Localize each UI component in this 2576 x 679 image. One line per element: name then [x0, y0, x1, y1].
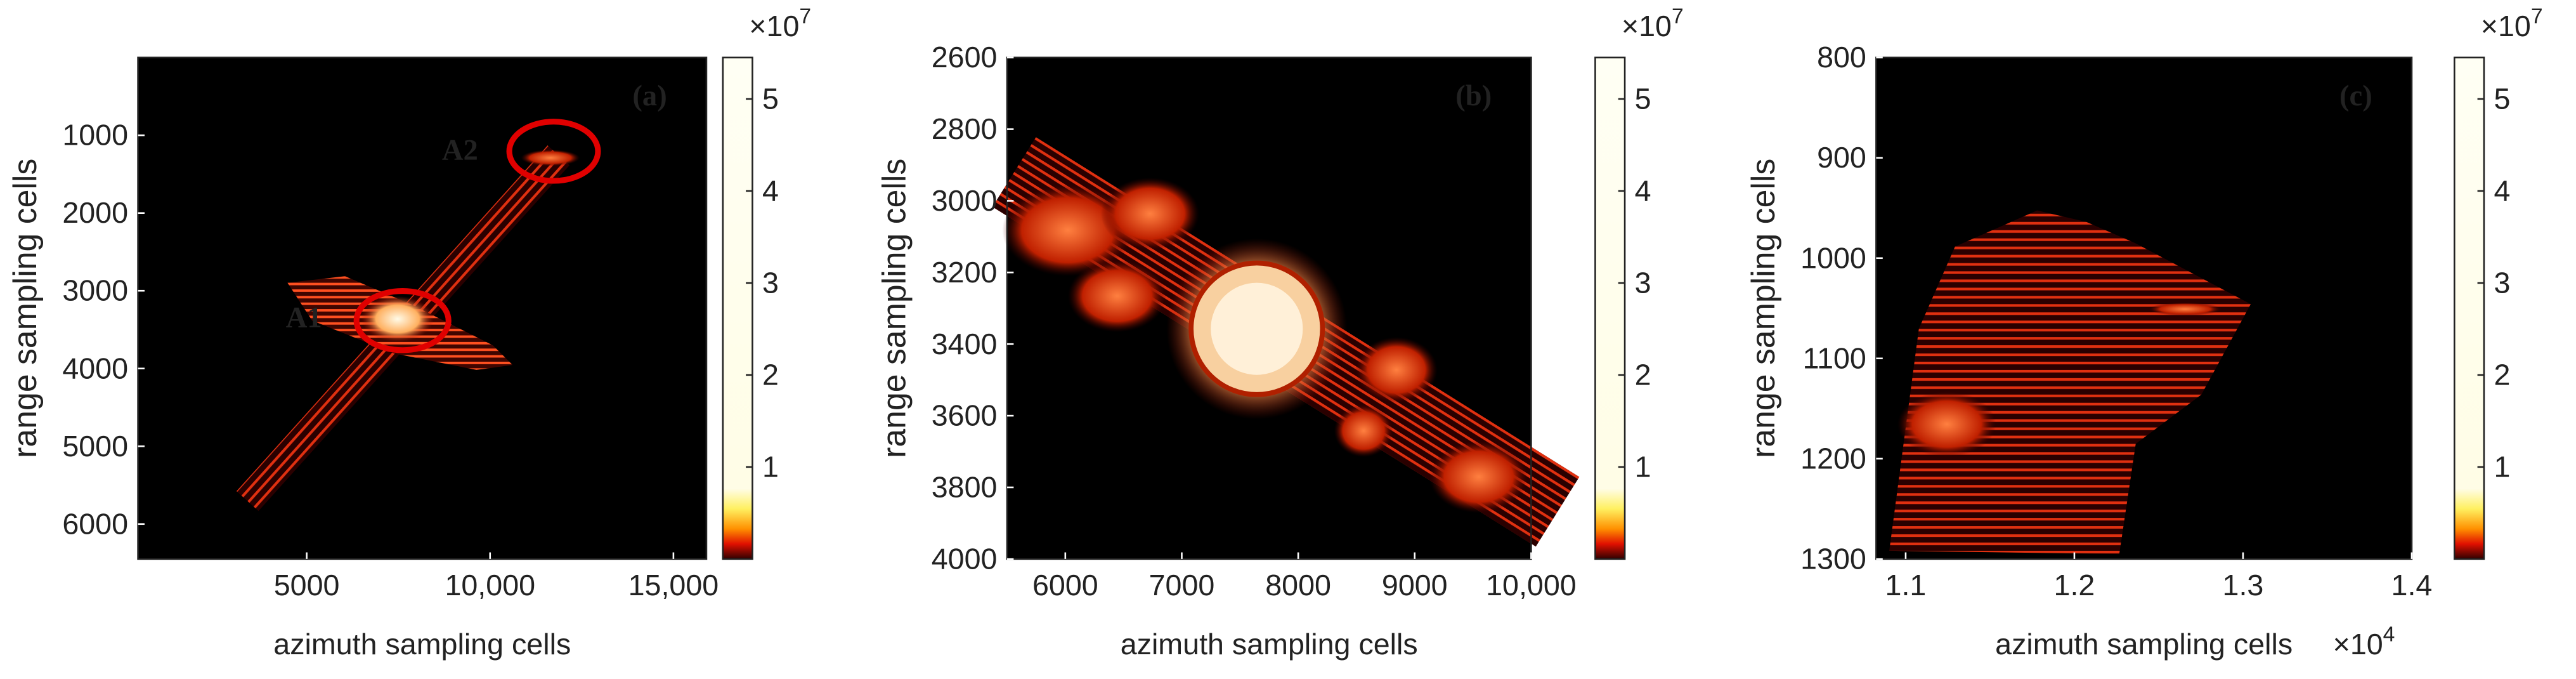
- y-tick-label: 800: [1817, 41, 1866, 74]
- colorbar-tick-label: 1: [762, 450, 779, 483]
- x-exponent-base: ×10: [2333, 628, 2383, 661]
- colorbar-exponent: ×107: [749, 4, 811, 43]
- y-tick-label: 1200: [1800, 442, 1866, 475]
- y-axis-label: range sampling cells: [875, 159, 912, 458]
- colorbar-tick-label: 5: [2494, 82, 2510, 115]
- x-tick-label: 8000: [1265, 569, 1331, 602]
- y-tick-label: 3000: [932, 184, 998, 217]
- y-tick-label: 1000: [1800, 241, 1866, 274]
- y-tick-label: 1000: [62, 119, 128, 152]
- y-tick-label: 2000: [62, 196, 128, 229]
- y-tick-label: 1300: [1800, 542, 1866, 575]
- y-tick-label: 4000: [932, 542, 998, 575]
- colorbar-tick-label: 1: [2494, 450, 2510, 483]
- image-b: [992, 57, 1580, 559]
- colorbar-exponent-base: ×10: [1622, 10, 1672, 43]
- colorbar-tick-label: 5: [1635, 82, 1651, 115]
- colorbar-exponent-base: ×10: [749, 10, 799, 43]
- y-tick-label: 3000: [62, 274, 128, 307]
- y-tick-label: 3600: [932, 399, 998, 432]
- panel-label: (a): [632, 79, 667, 112]
- y-tick-label: 3200: [932, 256, 998, 289]
- x-tick-label: 7000: [1149, 569, 1215, 602]
- colorbar-tick-label: 3: [762, 266, 779, 299]
- colorbar-exponent-base: ×10: [2481, 10, 2531, 43]
- colorbar-tick-label: 2: [762, 358, 779, 391]
- colorbar: [1594, 56, 1626, 560]
- colorbar-tick-label: 3: [1635, 266, 1651, 299]
- y-tick-label: 2600: [932, 41, 998, 74]
- x-tick-label: 5000: [274, 569, 340, 602]
- colorbar-exponent: ×107: [2481, 4, 2543, 43]
- x-axis-label: azimuth sampling cells: [273, 628, 571, 661]
- x-exponent-power: 4: [2383, 623, 2395, 646]
- annotation: A1: [286, 301, 322, 334]
- plot-frame: [1006, 56, 1532, 560]
- image-c: [1876, 57, 2412, 559]
- panel-label: (b): [1455, 79, 1492, 112]
- colorbar-tick-label: 4: [1635, 174, 1651, 207]
- y-tick-label: 2800: [932, 112, 998, 145]
- colorbar: [722, 56, 753, 560]
- colorbar-exponent-power: 7: [1672, 4, 1684, 28]
- colorbar: [2454, 56, 2485, 560]
- x-tick-label: 6000: [1032, 569, 1098, 602]
- x-exponent: ×104: [2333, 623, 2395, 661]
- y-tick-label: 4000: [62, 352, 128, 385]
- colorbar-tick-label: 3: [2494, 266, 2510, 299]
- x-tick-label: 10,000: [445, 569, 535, 602]
- colorbar-exponent-power: 7: [799, 4, 811, 28]
- colorbar-tick-label: 2: [1635, 358, 1651, 391]
- y-tick-label: 6000: [62, 507, 128, 540]
- plot-frame: [1875, 56, 2413, 560]
- colorbar-tick-label: 1: [1635, 450, 1651, 483]
- panel-label: (c): [2339, 79, 2372, 112]
- y-axis-label: range sampling cells: [6, 159, 43, 458]
- y-tick-label: 1100: [1803, 341, 1866, 374]
- colorbar-tick-label: 4: [762, 174, 779, 207]
- x-tick-label: 1.1: [1885, 569, 1927, 602]
- x-tick-label: 15,000: [628, 569, 719, 602]
- colorbar-exponent: ×107: [1622, 4, 1684, 43]
- x-tick-label: 1.4: [2391, 569, 2433, 602]
- colorbar-tick-label: 5: [762, 82, 779, 115]
- x-tick-label: 1.2: [2054, 569, 2095, 602]
- plot-frame: [137, 56, 708, 560]
- colorbar-exponent-power: 7: [2531, 4, 2543, 28]
- annotation: A2: [442, 133, 478, 166]
- x-axis-label: azimuth sampling cells: [1121, 628, 1418, 661]
- image-a: [138, 57, 706, 559]
- x-tick-label: 10,000: [1486, 569, 1577, 602]
- x-tick-label: 1.3: [2223, 569, 2264, 602]
- y-tick-label: 900: [1817, 141, 1866, 174]
- y-tick-label: 5000: [62, 430, 128, 463]
- x-axis-label: azimuth sampling cells: [1995, 628, 2293, 661]
- x-tick-label: 9000: [1382, 569, 1448, 602]
- y-axis-label: range sampling cells: [1745, 159, 1781, 458]
- colorbar-tick-label: 4: [2494, 174, 2510, 207]
- y-tick-label: 3800: [932, 471, 998, 504]
- colorbar-tick-label: 2: [2494, 358, 2510, 391]
- y-tick-label: 3400: [932, 327, 998, 360]
